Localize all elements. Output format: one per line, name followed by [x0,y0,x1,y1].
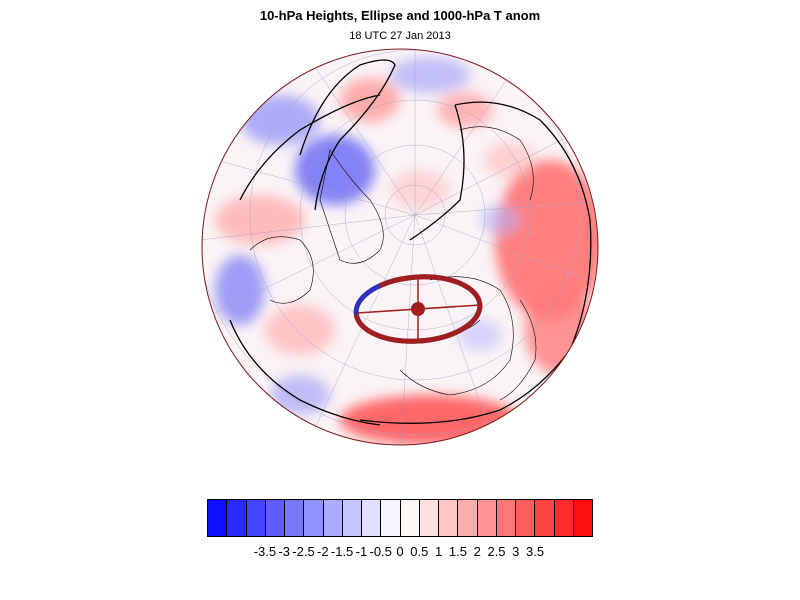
colorbar-box [381,500,401,536]
colorbar-label: -0.5 [369,544,392,559]
colorbar-box [342,500,362,536]
colorbar-box [573,500,592,536]
colorbar-label: -3 [278,544,290,559]
colorbar-label: 2.5 [487,544,506,559]
colorbar-box [285,500,305,536]
colorbar-label: -1.5 [330,544,354,559]
chart-title: 10-hPa Heights, Ellipse and 1000-hPa T a… [259,8,541,23]
colorbar-box [535,500,555,536]
colorbar-box [554,500,574,536]
colorbar-label: -3.5 [253,544,277,559]
colorbar-box [246,500,266,536]
colorbar-box [323,500,343,536]
height-contours [229,59,592,426]
colorbar-label: 3 [512,544,520,559]
colorbar-label: -2.5 [292,544,315,559]
colorbar-box [400,500,420,536]
colorbar-box [265,500,285,536]
coastlines [249,126,537,401]
colorbar-box [419,500,439,536]
chart-subtitle: 18 UTC 27 Jan 2013 [349,30,451,42]
globe-outline [201,48,599,446]
colorbar-label: -2 [317,544,329,559]
colorbar-box [227,500,247,536]
colorbar-label: 1 [434,544,443,559]
colorbar-label: 2 [473,544,481,559]
colorbar-box [439,500,459,536]
temperature-anomaly-field [202,49,598,445]
vortex-ellipse [353,274,483,344]
colorbar-box [477,500,497,536]
colorbar-box [208,500,228,536]
colorbar-label: 0.5 [410,544,429,559]
colorbar-label: 3.5 [526,544,545,559]
colorbar-label: 0 [396,544,404,559]
colorbar-box [304,500,324,536]
colorbar-box [362,500,382,536]
colorbar-label: 1.5 [448,544,467,559]
vortex-center-marker [411,302,425,316]
colorbar-box [496,500,516,536]
colorbar-box [516,500,536,536]
colorbar-box [458,500,478,536]
colorbar-label: -1 [355,544,368,559]
colorbar [207,499,593,537]
